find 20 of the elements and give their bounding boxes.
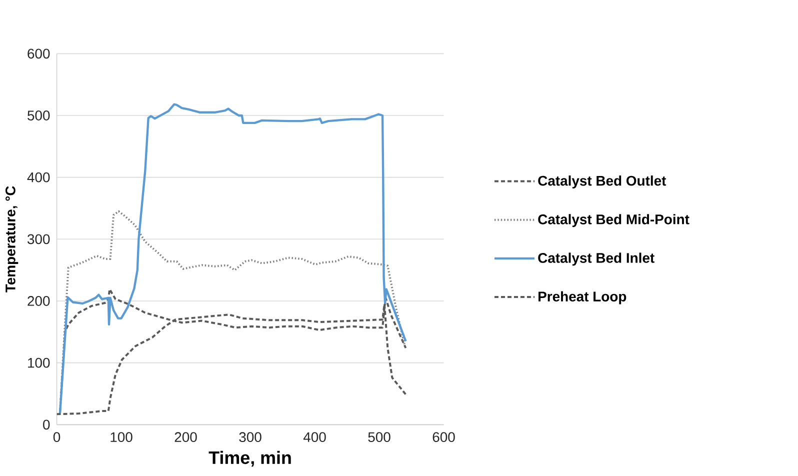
y-tick-label: 600 [28, 48, 50, 59]
y-axis-title: Temperature, °C [5, 186, 18, 292]
y-tick-label: 200 [28, 296, 50, 306]
y-tick-label: 0 [43, 420, 50, 430]
x-tick-label: 0 [53, 432, 60, 442]
y-tick-label: 500 [28, 110, 50, 120]
x-tick-label: 200 [174, 432, 197, 442]
x-axis-title: Time, min [208, 450, 291, 467]
legend-label: Preheat Loop [538, 291, 626, 304]
legend-label: Catalyst Bed Mid-Point [538, 214, 690, 228]
x-tick-label: 500 [368, 432, 390, 442]
x-tick-label: 100 [110, 432, 132, 442]
x-tick-label: 400 [303, 432, 326, 442]
y-tick-label: 300 [28, 234, 50, 244]
legend-label: Catalyst Bed Outlet [538, 175, 666, 188]
y-tick-label: 400 [27, 172, 50, 182]
legend-label: Catalyst Bed Inlet [538, 252, 654, 266]
y-tick-label: 100 [28, 358, 50, 368]
x-tick-label: 600 [432, 432, 455, 442]
x-tick-label: 300 [239, 432, 262, 442]
